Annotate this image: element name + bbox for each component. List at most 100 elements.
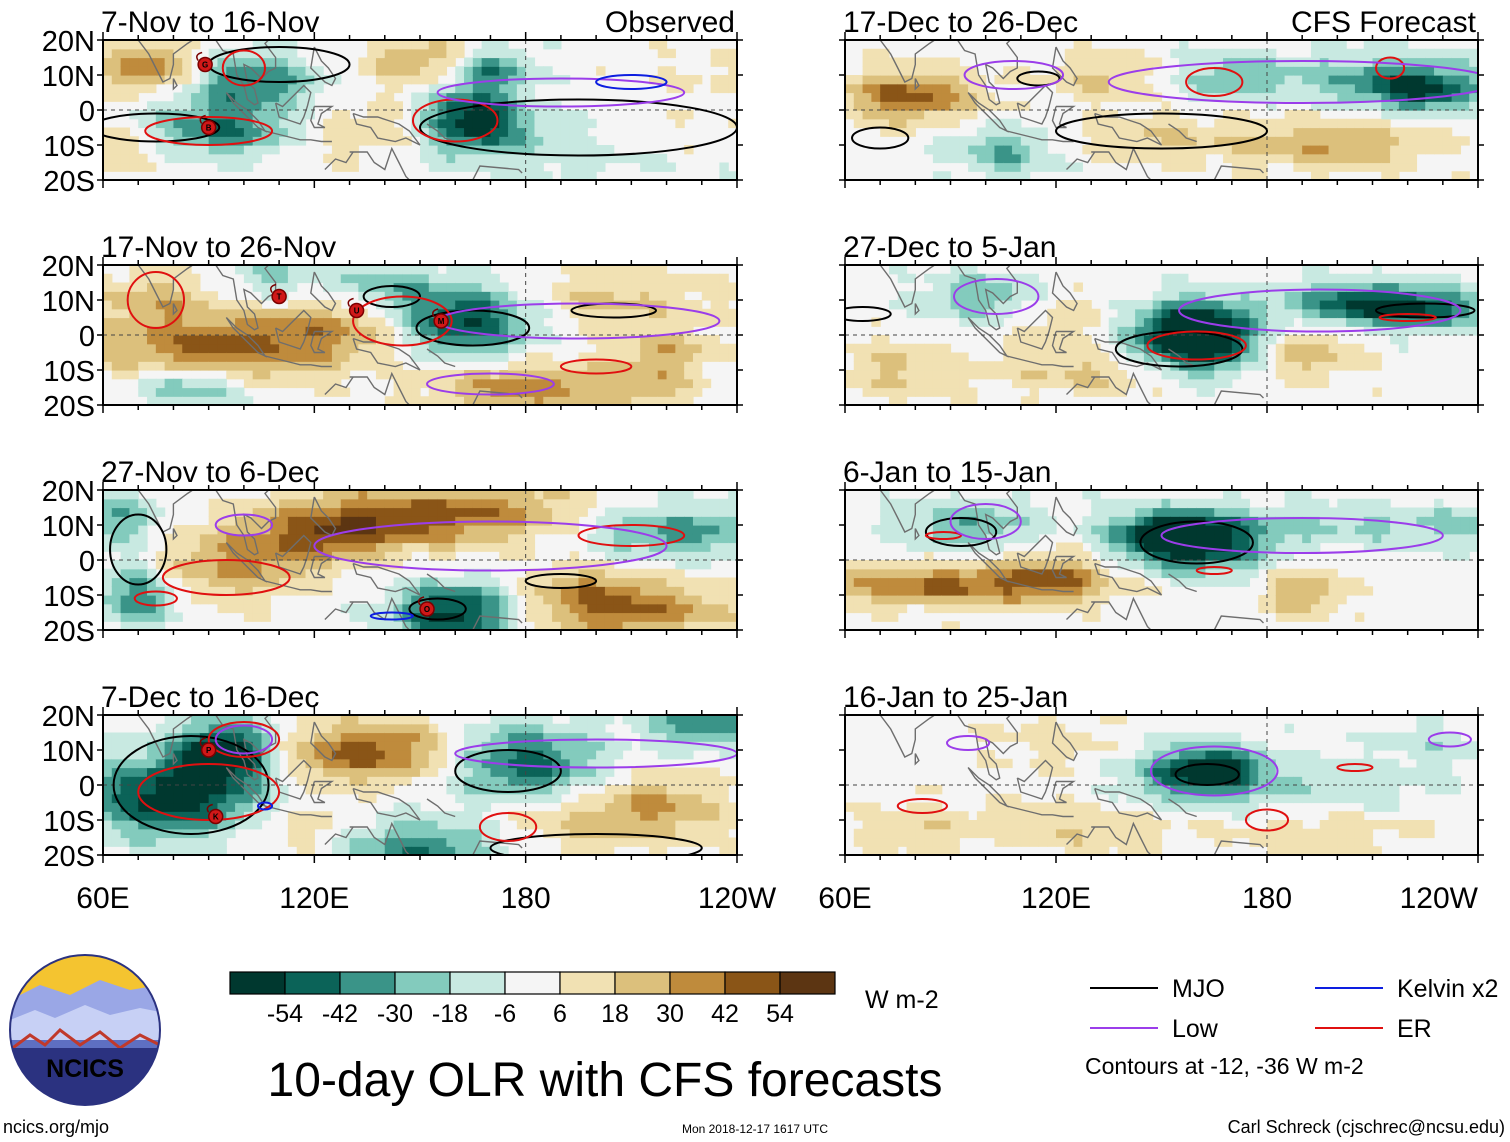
olr-cell bbox=[217, 378, 227, 389]
olr-cell bbox=[155, 612, 166, 622]
olr-cell bbox=[543, 811, 553, 821]
olr-cell bbox=[314, 498, 324, 509]
olr-cell bbox=[1284, 83, 1294, 94]
olr-cell bbox=[208, 785, 219, 795]
olr-cell bbox=[270, 767, 280, 777]
olr-cell bbox=[622, 603, 632, 614]
olr-cell bbox=[252, 603, 263, 614]
olr-cell bbox=[701, 335, 712, 345]
olr-cell bbox=[924, 378, 934, 389]
olr-cell bbox=[675, 723, 685, 734]
olr-cell bbox=[287, 370, 298, 380]
olr-cell bbox=[323, 490, 333, 500]
olr-cell bbox=[287, 507, 298, 517]
olr-cell bbox=[147, 498, 157, 509]
olr-cell bbox=[587, 171, 597, 180]
olr-cell bbox=[728, 741, 737, 751]
olr-cell bbox=[1460, 75, 1470, 85]
olr-cell bbox=[675, 300, 685, 310]
panel-period-title: 7-Dec to 16-Dec bbox=[101, 681, 319, 714]
olr-cell bbox=[569, 621, 580, 630]
olr-cell bbox=[1143, 136, 1154, 146]
olr-cell bbox=[340, 776, 351, 786]
olr-cell bbox=[358, 490, 368, 500]
olr-cell bbox=[191, 317, 201, 327]
olr-cell bbox=[906, 273, 916, 284]
olr-cell bbox=[261, 498, 271, 509]
olr-cell bbox=[235, 343, 245, 354]
olr-cell bbox=[252, 370, 263, 380]
olr-cell bbox=[103, 533, 113, 544]
olr-cell bbox=[217, 560, 227, 570]
olr-cell bbox=[358, 335, 368, 345]
olr-cell bbox=[648, 776, 659, 786]
olr-cell bbox=[1135, 92, 1145, 102]
olr-cell bbox=[340, 525, 351, 535]
coastline bbox=[215, 40, 277, 106]
olr-cell bbox=[1003, 370, 1013, 380]
olr-cell bbox=[499, 291, 509, 301]
olr-cell bbox=[103, 542, 113, 552]
olr-cell bbox=[182, 343, 192, 354]
olr-cell bbox=[490, 92, 500, 102]
olr-cell bbox=[534, 361, 544, 371]
olr-cell bbox=[640, 282, 650, 292]
olr-cell bbox=[428, 516, 439, 526]
olr-cell bbox=[103, 92, 113, 102]
olr-cell bbox=[1214, 75, 1224, 85]
olr-cell bbox=[217, 110, 227, 120]
olr-cell bbox=[666, 66, 676, 76]
olr-cell bbox=[129, 291, 139, 301]
olr-cell bbox=[543, 396, 553, 405]
olr-cell bbox=[393, 802, 403, 812]
olr-cell bbox=[402, 396, 412, 405]
olr-cell bbox=[367, 776, 377, 786]
olr-cell bbox=[710, 820, 720, 830]
olr-cell bbox=[367, 542, 377, 552]
olr-cell bbox=[164, 802, 175, 812]
olr-cell bbox=[481, 603, 492, 614]
olr-cell bbox=[648, 577, 659, 587]
olr-cell bbox=[924, 145, 934, 155]
olr-cell bbox=[516, 525, 527, 535]
olr-cell bbox=[622, 595, 632, 605]
olr-cell bbox=[1108, 92, 1119, 102]
olr-cell bbox=[331, 387, 342, 397]
olr-cell bbox=[182, 785, 192, 795]
olr-cell bbox=[455, 300, 465, 310]
olr-cell bbox=[1284, 153, 1294, 164]
olr-cell bbox=[578, 498, 588, 509]
olr-cell bbox=[1328, 136, 1338, 146]
olr-cell bbox=[1047, 326, 1057, 336]
olr-cell bbox=[578, 758, 588, 769]
olr-cell bbox=[985, 136, 996, 146]
olr-cell bbox=[261, 291, 271, 301]
olr-cell bbox=[657, 153, 668, 164]
olr-cell bbox=[103, 750, 113, 760]
olr-cell bbox=[490, 396, 500, 405]
olr-cell bbox=[472, 387, 483, 397]
olr-cell bbox=[692, 282, 703, 292]
olr-cell bbox=[932, 171, 943, 180]
storm-icon bbox=[200, 119, 217, 136]
olr-cell bbox=[1240, 162, 1251, 172]
olr-cell bbox=[1240, 92, 1251, 102]
olr-cell bbox=[428, 127, 439, 137]
olr-cell bbox=[147, 101, 157, 111]
olr-cell bbox=[270, 75, 280, 85]
olr-cell bbox=[728, 75, 737, 85]
olr-cell bbox=[243, 370, 254, 380]
olr-cell bbox=[1152, 145, 1163, 155]
olr-cell bbox=[968, 153, 978, 164]
olr-cell bbox=[648, 732, 659, 742]
olr-cell bbox=[411, 715, 421, 725]
olr-cell bbox=[490, 370, 500, 380]
olr-cell bbox=[1196, 136, 1207, 146]
olr-cell bbox=[349, 317, 359, 327]
olr-cell bbox=[287, 110, 298, 120]
olr-cell bbox=[976, 361, 987, 371]
olr-cell bbox=[692, 387, 703, 397]
olr-cell bbox=[235, 767, 245, 777]
olr-cell bbox=[305, 525, 315, 535]
olr-cell bbox=[587, 352, 597, 362]
